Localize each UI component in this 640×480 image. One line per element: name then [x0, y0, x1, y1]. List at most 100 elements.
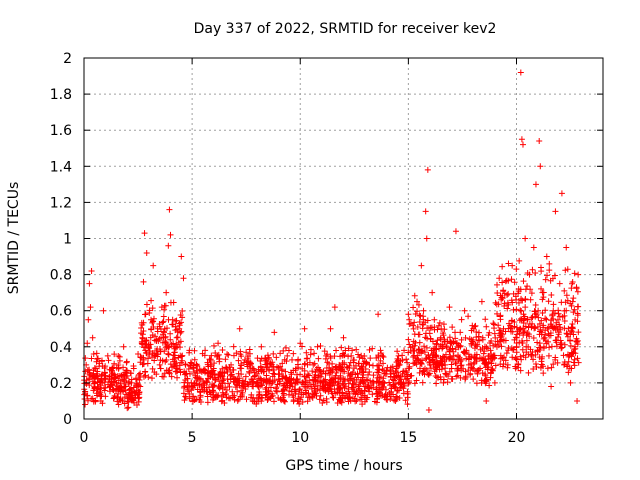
data-point: [246, 346, 253, 353]
data-point: [470, 336, 477, 343]
data-point: [474, 341, 481, 348]
data-point: [145, 374, 152, 381]
data-point: [274, 381, 281, 388]
data-point: [528, 352, 535, 359]
data-point: [414, 308, 421, 315]
data-point: [395, 352, 402, 359]
data-point: [306, 394, 313, 401]
data-point: [257, 363, 264, 370]
data-point: [571, 356, 578, 363]
data-point: [539, 289, 546, 296]
data-point: [110, 395, 117, 402]
data-point: [433, 380, 440, 387]
data-point: [213, 394, 220, 401]
data-point: [160, 318, 167, 325]
data-point: [439, 341, 446, 348]
data-point: [198, 368, 205, 375]
data-point: [534, 339, 541, 346]
data-point: [502, 357, 509, 364]
data-point: [209, 396, 216, 403]
data-point: [85, 316, 92, 323]
data-point: [526, 320, 533, 327]
data-point: [462, 373, 469, 380]
data-point: [483, 323, 490, 330]
data-point: [429, 338, 436, 345]
data-point: [437, 334, 444, 341]
data-point: [128, 379, 135, 386]
data-point: [194, 386, 201, 393]
data-point: [140, 278, 147, 285]
data-point: [167, 231, 174, 238]
data-point: [311, 350, 318, 357]
data-point: [540, 322, 547, 329]
data-point: [147, 334, 154, 341]
data-point: [122, 383, 129, 390]
data-point: [526, 271, 533, 278]
data-point: [383, 370, 390, 377]
data-point: [261, 355, 268, 362]
data-point: [496, 275, 503, 282]
data-point: [428, 365, 435, 372]
data-point: [356, 354, 363, 361]
data-point: [115, 352, 122, 359]
data-point: [352, 398, 359, 405]
data-point: [210, 387, 217, 394]
data-point: [434, 359, 441, 366]
data-point: [299, 365, 306, 372]
data-point: [361, 353, 368, 360]
data-point: [256, 388, 263, 395]
data-point: [190, 384, 197, 391]
data-point: [529, 266, 536, 273]
data-point: [463, 355, 470, 362]
data-point: [136, 388, 143, 395]
data-point: [515, 361, 522, 368]
data-point: [146, 307, 153, 314]
data-point: [186, 390, 193, 397]
data-point: [424, 317, 431, 324]
data-point: [336, 361, 343, 368]
data-point: [568, 324, 575, 331]
data-point: [574, 397, 581, 404]
data-point: [574, 288, 581, 295]
data-point: [150, 324, 157, 331]
data-point: [340, 334, 347, 341]
data-point: [552, 208, 559, 215]
data-point: [198, 383, 205, 390]
data-point: [377, 374, 384, 381]
data-point: [446, 334, 453, 341]
data-point: [148, 297, 155, 304]
data-point: [98, 357, 105, 364]
data-point: [141, 230, 148, 237]
data-point: [435, 322, 442, 329]
data-point: [327, 354, 334, 361]
data-point: [568, 302, 575, 309]
data-point: [470, 365, 477, 372]
data-point: [354, 370, 361, 377]
data-point: [434, 326, 441, 333]
data-point: [191, 380, 198, 387]
data-point: [422, 208, 429, 215]
data-point: [479, 345, 486, 352]
data-point: [418, 350, 425, 357]
data-point: [473, 328, 480, 335]
data-point: [544, 272, 551, 279]
data-point: [150, 262, 157, 269]
data-point: [304, 355, 311, 362]
data-point: [275, 394, 282, 401]
data-point: [470, 376, 477, 383]
data-point: [332, 375, 339, 382]
data-point: [530, 365, 537, 372]
data-point: [336, 385, 343, 392]
data-point: [91, 379, 98, 386]
data-point: [562, 267, 569, 274]
data-point: [489, 356, 496, 363]
data-point: [434, 337, 441, 344]
data-point: [236, 325, 243, 332]
data-point: [447, 340, 454, 347]
data-point: [424, 166, 431, 173]
data-point: [550, 361, 557, 368]
data-point: [88, 267, 95, 274]
data-point: [318, 370, 325, 377]
data-point: [527, 286, 534, 293]
data-point: [525, 369, 532, 376]
